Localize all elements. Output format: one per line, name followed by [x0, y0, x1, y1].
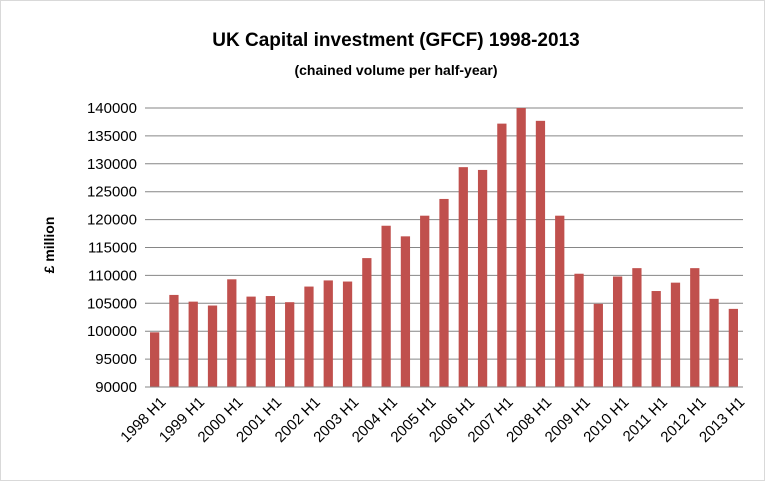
bar [207, 305, 218, 387]
bar [362, 258, 372, 387]
y-tick-labels: 90000 95000 100000 105000 110000 115000 120000… [87, 100, 137, 396]
bar [420, 215, 430, 387]
bar [555, 215, 565, 387]
bar [690, 268, 700, 387]
bar [709, 298, 719, 387]
y-tick-label: 130000 [87, 156, 137, 173]
y-tick-label: 95000 [95, 351, 137, 368]
bar [285, 302, 295, 387]
bar [458, 167, 468, 387]
y-tick-label: 100000 [87, 323, 137, 340]
bar [574, 273, 584, 387]
bar [304, 286, 314, 387]
y-tick-label: 125000 [87, 184, 137, 201]
bar [342, 281, 353, 387]
bar [651, 291, 661, 387]
bar [227, 279, 237, 387]
bar [323, 280, 333, 387]
bar [188, 301, 198, 387]
y-tick-label: 140000 [87, 100, 137, 117]
bar [535, 120, 546, 388]
y-tick-label: 120000 [87, 212, 137, 229]
bar [265, 296, 276, 387]
bar [381, 225, 391, 387]
bar [516, 108, 526, 387]
bar [728, 308, 738, 387]
y-tick-label: 90000 [95, 379, 137, 396]
bar [632, 268, 642, 387]
bar [246, 296, 256, 387]
y-tick-label: 105000 [87, 295, 137, 312]
y-tick-label: 115000 [88, 240, 137, 257]
bar [439, 198, 449, 387]
y-axis-label: £ million [41, 217, 57, 274]
bar [612, 276, 623, 387]
chart-subtitle: (chained volume per half-year) [294, 62, 497, 78]
bar [169, 294, 179, 387]
bar [400, 236, 411, 387]
y-tick-label: 110000 [88, 267, 137, 284]
chart-title: UK Capital investment (GFCF) 1998-2013 [212, 30, 579, 51]
bar-series [150, 108, 738, 388]
bar [150, 332, 160, 387]
bar [593, 303, 603, 387]
bar [497, 123, 507, 388]
bar [670, 282, 681, 387]
bar [477, 169, 488, 387]
y-tick-label: 135000 [87, 128, 137, 145]
